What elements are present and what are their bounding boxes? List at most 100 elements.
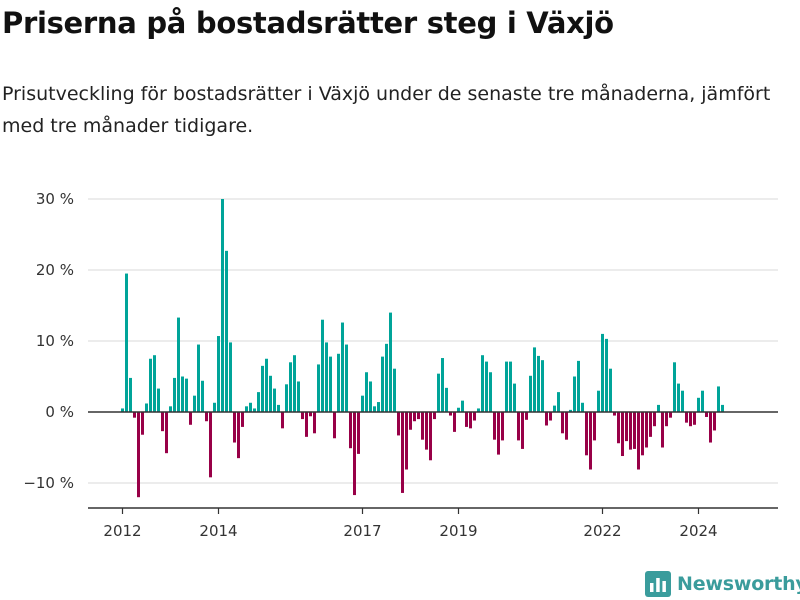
bar (341, 322, 344, 412)
bar (409, 412, 412, 430)
bar (457, 407, 460, 412)
bar (349, 412, 352, 449)
bar (393, 368, 396, 412)
bar (325, 342, 328, 412)
bar (289, 362, 292, 412)
bar (189, 412, 192, 425)
newsworthy-logo[interactable]: Newsworthy (645, 568, 800, 600)
bar (669, 412, 672, 418)
x-tick-label: 2017 (343, 522, 381, 540)
bar (241, 412, 244, 427)
bar (577, 360, 580, 412)
bar (501, 412, 504, 441)
gridlines (88, 198, 778, 484)
bar (653, 412, 656, 427)
bar (561, 412, 564, 434)
bar (377, 402, 380, 412)
bar (177, 317, 180, 412)
bar (149, 358, 152, 412)
bar (225, 250, 228, 412)
y-tick-label: 10 % (36, 332, 74, 350)
bar (433, 412, 436, 420)
bar (201, 380, 204, 412)
bar (589, 412, 592, 470)
chart-title: Priserna på bostadsrätter steg i Växjö (2, 6, 614, 40)
bar (485, 361, 488, 412)
x-tick-label: 2012 (103, 522, 141, 540)
bar (649, 412, 652, 437)
bar (633, 412, 636, 449)
bar (129, 377, 132, 412)
bar (265, 358, 268, 412)
bar (705, 412, 708, 417)
bar-chart-logo-icon (645, 571, 671, 597)
bar (689, 412, 692, 427)
bar (573, 376, 576, 412)
bar (221, 199, 224, 412)
bar (709, 412, 712, 443)
bar (249, 402, 252, 412)
bar (461, 400, 464, 412)
bar (257, 392, 260, 412)
bar (613, 412, 616, 416)
bar (445, 387, 448, 412)
bar (681, 390, 684, 412)
bar (637, 412, 640, 470)
bar (665, 412, 668, 427)
bar (693, 412, 696, 425)
bar (141, 412, 144, 435)
bar (465, 412, 468, 427)
bar (701, 390, 704, 412)
bar (209, 412, 212, 478)
bar (309, 412, 312, 417)
bar (313, 412, 316, 434)
bar (157, 388, 160, 412)
bar (229, 342, 232, 412)
bar (449, 412, 452, 416)
chart-subtitle: Prisutveckling för bostadsrätter i Växjö… (2, 83, 771, 137)
bar (261, 365, 264, 412)
bar (193, 395, 196, 412)
bar (185, 378, 188, 412)
x-tick-label: 2024 (679, 522, 717, 540)
bar (617, 412, 620, 444)
bar (521, 412, 524, 449)
bar (133, 412, 136, 418)
bar (685, 412, 688, 423)
bar (721, 404, 724, 412)
bar (481, 355, 484, 412)
bar (657, 404, 660, 412)
bar (361, 395, 364, 412)
bar (545, 412, 548, 426)
bar (453, 412, 456, 432)
bar (697, 397, 700, 412)
bar (345, 344, 348, 412)
x-tick-label: 2019 (439, 522, 477, 540)
bar (717, 386, 720, 412)
bar (425, 412, 428, 450)
bar (401, 412, 404, 493)
y-tick-label: 20 % (36, 261, 74, 279)
bar (581, 402, 584, 412)
bar (553, 405, 556, 412)
bar (477, 408, 480, 412)
bar (169, 406, 172, 412)
bar (233, 412, 236, 443)
bar (297, 381, 300, 412)
bar (153, 355, 156, 412)
bar (497, 412, 500, 455)
bar (441, 358, 444, 412)
bar (293, 355, 296, 412)
bar (525, 412, 528, 420)
bar (413, 412, 416, 422)
bar (417, 412, 420, 420)
bar (137, 412, 140, 498)
bar (489, 372, 492, 412)
bar (509, 361, 512, 412)
bar (301, 412, 304, 420)
bar (593, 412, 596, 441)
bar (537, 355, 540, 412)
bar (333, 412, 336, 439)
bar (421, 412, 424, 440)
bar (381, 356, 384, 412)
